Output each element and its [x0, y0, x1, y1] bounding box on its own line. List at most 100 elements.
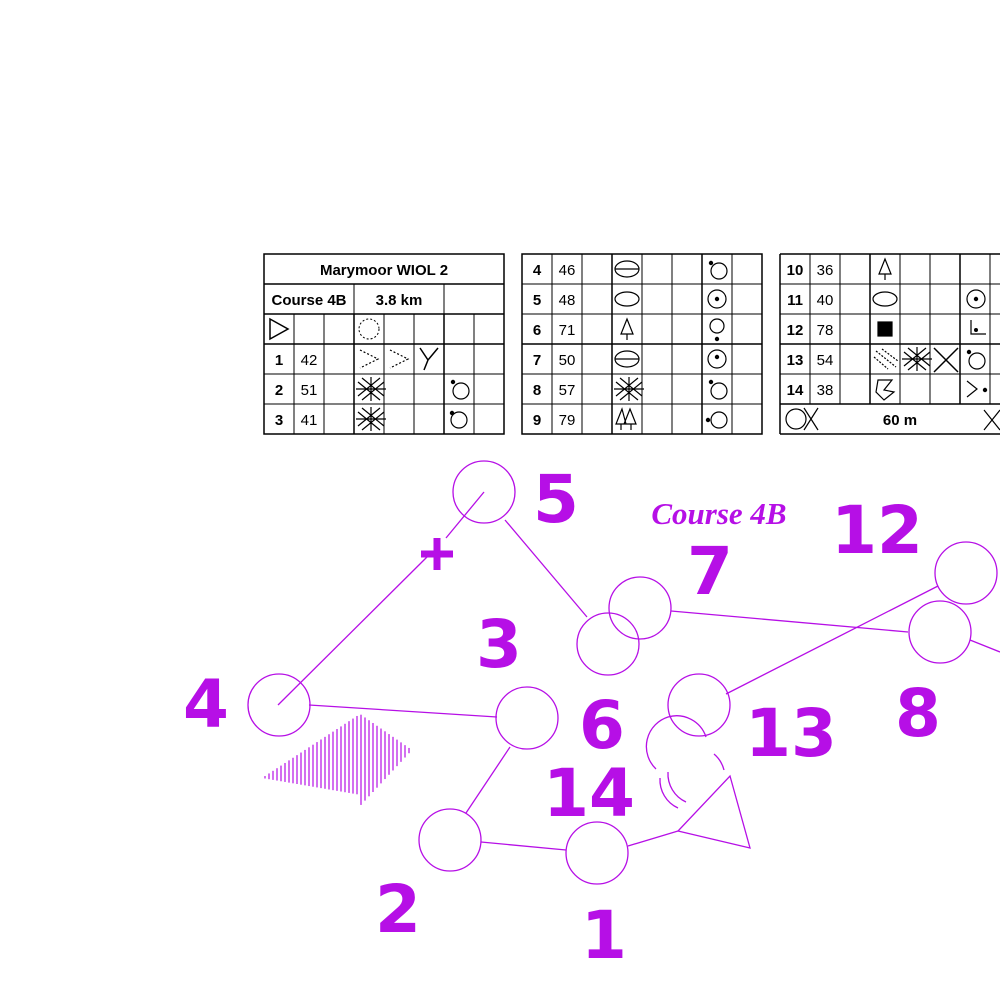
- finish-row-left-icon: [785, 407, 819, 431]
- control-circle-13: [667, 673, 731, 737]
- finish-distance: 60 m: [883, 412, 917, 429]
- vegetation-boundary-icon: [614, 350, 640, 368]
- row-code: 36: [817, 262, 834, 279]
- control-circle-7b: [576, 612, 640, 676]
- row-seq: 3: [275, 412, 283, 429]
- control-circle-5: [452, 460, 516, 524]
- control-circle-4: [247, 673, 311, 737]
- center-icon: [966, 289, 986, 309]
- description-column-2: [521, 253, 763, 435]
- control-number: 4: [183, 666, 229, 743]
- thicket-icon: [356, 407, 386, 431]
- control-number: 2: [375, 871, 421, 948]
- knoll-icon: [614, 291, 640, 307]
- control-number: 6: [579, 687, 625, 764]
- control-number: 13: [745, 695, 837, 772]
- knoll-icon: [872, 291, 898, 307]
- control-circle-2: [418, 808, 482, 872]
- row-code: 57: [559, 382, 576, 399]
- course-length: 3.8 km: [376, 292, 423, 309]
- row-code: 38: [817, 382, 834, 399]
- crossing-icon: [933, 347, 959, 373]
- control-circle-7a: [608, 576, 672, 640]
- row-code: 41: [301, 412, 318, 429]
- description-sheet: Marymoor WIOL 2 Course 4B 3.8 km 1 42 2 …: [263, 253, 1000, 435]
- row-code: 78: [817, 322, 834, 339]
- row-code: 71: [559, 322, 576, 339]
- dotted-re-entrant-icon: [389, 349, 410, 369]
- description-column-1: [263, 253, 505, 435]
- description-column-3: [779, 253, 1000, 435]
- row-seq: 5: [533, 292, 541, 309]
- control-circle-14-partial: [713, 753, 725, 771]
- row-seq: 8: [533, 382, 541, 399]
- west-side-icon: [705, 411, 728, 429]
- corner-icon: [970, 320, 986, 335]
- course-legs: [277, 491, 1000, 851]
- re-entrant-icon: [875, 379, 896, 401]
- control-number: 1: [581, 897, 627, 974]
- course-overlay: [247, 460, 1000, 885]
- row-code: 46: [559, 262, 576, 279]
- event-title: Marymoor WIOL 2: [320, 262, 448, 279]
- row-seq: 9: [533, 412, 541, 429]
- row-seq: 7: [533, 352, 541, 369]
- tree-icon: [620, 317, 634, 340]
- row-seq: 6: [533, 322, 541, 339]
- foot-icon: [709, 318, 725, 342]
- row-code: 51: [301, 382, 318, 399]
- side-icon: [966, 349, 986, 370]
- re-entrant-end-icon: [966, 380, 988, 398]
- row-seq: 4: [533, 262, 542, 279]
- tree-icon: [878, 257, 892, 280]
- control-circle-1: [565, 821, 629, 885]
- row-code: 54: [817, 352, 834, 369]
- vegetation-boundary-icon: [614, 260, 640, 278]
- row-seq: 13: [787, 352, 804, 369]
- control-circle-3: [495, 686, 559, 750]
- control-number: 7: [687, 533, 733, 610]
- control-number: 5: [533, 461, 579, 538]
- center-icon: [707, 349, 727, 369]
- control-number: 14: [543, 755, 635, 832]
- side-icon: [708, 260, 728, 280]
- thicket-icon: [902, 347, 932, 371]
- start-feature-icon: [358, 318, 380, 340]
- course-name: Course 4B: [271, 292, 346, 309]
- control-number: 8: [895, 675, 941, 752]
- control-circle-12: [934, 541, 998, 605]
- map-course-label: Course 4B: [651, 496, 786, 531]
- double-tree-icon: [615, 407, 637, 430]
- control-circle-arc: [659, 777, 679, 809]
- side-icon: [450, 379, 470, 400]
- thicket-icon: [614, 377, 644, 401]
- row-code: 40: [817, 292, 834, 309]
- control-numbers: 1 2 3 4 5 6 7 8 12 13 14: [183, 461, 941, 974]
- start-triangle-icon: [269, 317, 290, 341]
- junction-icon: [419, 347, 439, 371]
- row-code: 50: [559, 352, 576, 369]
- row-seq: 1: [275, 352, 283, 369]
- thicket-icon: [356, 377, 386, 401]
- side-icon: [449, 410, 468, 429]
- crossing-point-icon: [421, 538, 453, 570]
- center-icon: [707, 289, 727, 309]
- control-circles: [247, 460, 998, 885]
- description-rows: 1 42 2 51 3 41 4 46 5 48 6 71 7 50 8 57 …: [275, 262, 917, 429]
- row-seq: 10: [787, 262, 804, 279]
- finish-row-right-icon: [983, 409, 1000, 431]
- row-seq: 2: [275, 382, 283, 399]
- hatched-area: [264, 714, 410, 805]
- row-seq: 14: [787, 382, 804, 399]
- side-icon: [708, 379, 728, 400]
- row-seq: 11: [787, 292, 803, 309]
- control-number: 12: [831, 492, 923, 569]
- row-code: 42: [301, 352, 318, 369]
- boulder-icon: [877, 321, 893, 337]
- row-code: 48: [559, 292, 576, 309]
- control-number: 3: [476, 606, 522, 683]
- control-circle-6: [645, 715, 707, 770]
- row-code: 79: [559, 412, 576, 429]
- rough-open-icon: [873, 348, 899, 370]
